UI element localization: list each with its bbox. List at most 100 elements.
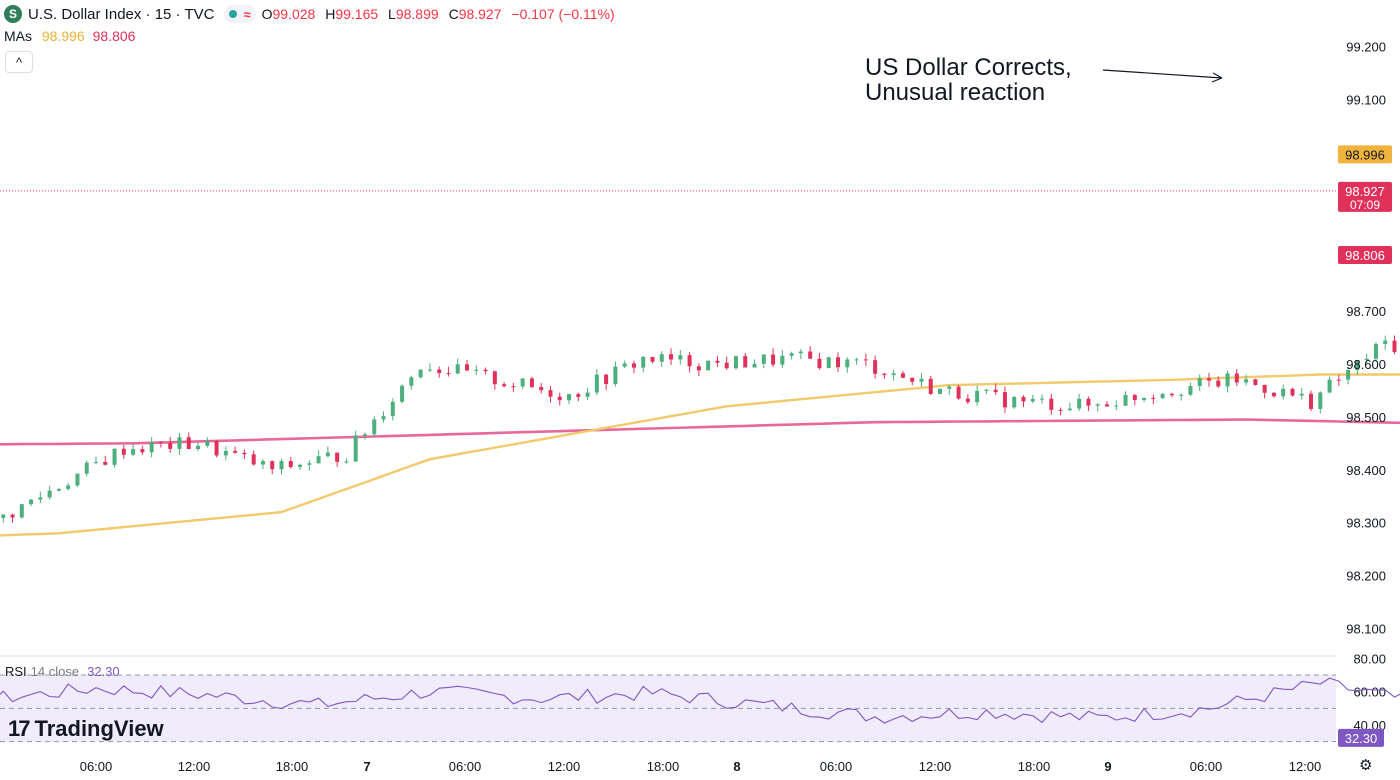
candle-body <box>910 377 915 382</box>
candle-body <box>771 354 776 365</box>
time-tick-label: 8 <box>733 759 740 774</box>
candle-body <box>622 363 627 367</box>
candle-body <box>344 461 349 463</box>
candle-body <box>594 374 599 393</box>
candle-body <box>1364 358 1369 360</box>
candle-body <box>1262 384 1267 393</box>
symbol-icon[interactable]: S <box>4 5 22 23</box>
candle-body <box>1188 386 1193 395</box>
rsi-legend[interactable]: RSI 14 close 32.30 <box>5 664 120 679</box>
change-value: −0.107 (−0.11%) <box>511 6 615 22</box>
candle-body <box>882 373 887 376</box>
candle-body <box>984 389 989 391</box>
candle-body <box>1207 378 1211 381</box>
symbol-title[interactable]: U.S. Dollar Index · 15 · TVC <box>28 5 215 23</box>
market-status[interactable]: ≈ <box>224 5 256 23</box>
candle-body <box>1030 398 1035 402</box>
candle-body <box>567 394 572 401</box>
price-tag-label: 98.806 <box>1345 248 1385 263</box>
price-tick-label: 99.200 <box>1346 39 1386 54</box>
price-tick-label: 99.100 <box>1346 92 1386 107</box>
close-label: C <box>448 6 459 22</box>
candle-body <box>177 437 182 449</box>
candle-body <box>233 451 238 453</box>
candle-body <box>659 354 664 362</box>
candle-body <box>1067 408 1072 411</box>
candle-body <box>1086 398 1091 406</box>
time-tick-label: 06:00 <box>1190 759 1223 774</box>
candle-body <box>919 378 924 382</box>
ma-slow-value: 98.806 <box>92 28 136 44</box>
candle-body <box>863 359 868 361</box>
candle-body <box>288 461 293 468</box>
rsi-last-tag-label: 32.30 <box>1345 731 1378 746</box>
wave-icon: ≈ <box>243 6 251 22</box>
high-value: 99.165 <box>335 6 379 22</box>
candle-body <box>1373 343 1378 359</box>
candle-body <box>1392 340 1397 353</box>
price-tick-label: 98.100 <box>1346 622 1386 637</box>
price-tick-label: 98.200 <box>1346 569 1386 584</box>
candle-body <box>381 416 386 420</box>
candle-body <box>761 354 766 364</box>
ma-legend[interactable]: MAs 98.996 98.806 <box>4 28 135 44</box>
candle-body <box>604 374 609 385</box>
time-tick-label: 06:00 <box>80 759 113 774</box>
candle-body <box>427 369 432 371</box>
candle-body <box>1383 340 1388 344</box>
candle-body <box>223 451 228 456</box>
candle-body <box>993 389 998 393</box>
candle-body <box>1151 397 1156 399</box>
candle-body <box>372 419 377 435</box>
tradingview-logo[interactable]: 17 TradingView <box>8 716 164 742</box>
candle-body <box>168 442 173 449</box>
candle-body <box>260 461 265 465</box>
candle-body <box>706 360 711 371</box>
candle-body <box>576 394 581 397</box>
candle-body <box>1012 396 1017 408</box>
candle-body <box>131 449 136 455</box>
price-tag-countdown: 07:09 <box>1350 198 1380 212</box>
candle-body <box>400 385 405 402</box>
candle-body <box>1160 393 1165 399</box>
candle-body <box>1142 397 1147 400</box>
candle-body <box>316 456 321 464</box>
candle-body <box>502 384 507 387</box>
candle-body <box>548 390 553 397</box>
candle-body <box>687 355 692 367</box>
candle-body <box>808 351 813 359</box>
candle-body <box>29 499 34 505</box>
rsi-tick-label: 80.00 <box>1353 651 1386 666</box>
candle-body <box>103 461 108 465</box>
candle-body <box>1197 378 1202 387</box>
price-tick-label: 98.400 <box>1346 463 1386 478</box>
annotation-text[interactable]: US Dollar Corrects, Unusual reaction <box>865 55 1072 105</box>
candle-body <box>1336 379 1341 381</box>
candle-body <box>112 448 117 465</box>
annotation-line-2: Unusual reaction <box>865 79 1046 106</box>
time-tick-label: 12:00 <box>178 759 211 774</box>
candle-body <box>38 497 43 500</box>
candle-body <box>196 445 201 450</box>
candle-body <box>854 359 859 361</box>
time-axis[interactable]: 06:00 12:00 18:00 7 06:00 12:00 18:00 8 06:00 12:… <box>80 759 1322 774</box>
candle-body <box>1346 370 1351 380</box>
candle-body <box>975 390 980 403</box>
candle-body <box>47 490 52 498</box>
time-tick-label: 06:00 <box>820 759 853 774</box>
settings-icon[interactable]: ⚙ <box>1359 757 1373 774</box>
rsi-params: 14 close <box>30 664 80 679</box>
rsi-value: 32.30 <box>87 664 120 679</box>
candle-body <box>84 462 89 474</box>
candle-body <box>1104 404 1109 407</box>
collapse-legend-button[interactable]: ^ <box>5 51 33 73</box>
time-tick-label: 12:00 <box>1289 759 1322 774</box>
low-value: 98.899 <box>395 6 439 22</box>
candle-body <box>539 387 544 391</box>
low-label: L <box>388 6 396 22</box>
ohlc-values: O99.028 H99.165 L98.899 C98.927 −0.107 (… <box>262 6 621 22</box>
candle-body <box>418 369 423 378</box>
open-value: 99.028 <box>272 6 316 22</box>
candle-body <box>1253 379 1258 385</box>
